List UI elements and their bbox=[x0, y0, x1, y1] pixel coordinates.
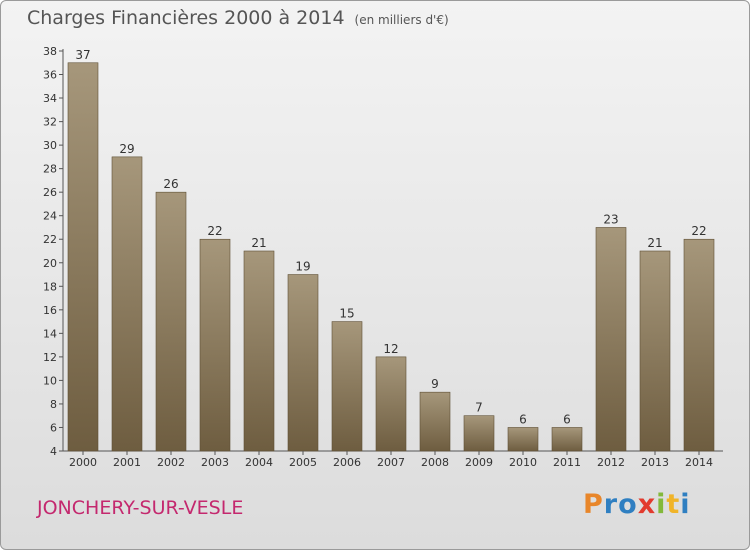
bar bbox=[67, 62, 99, 452]
bar-value-label: 15 bbox=[339, 307, 354, 321]
y-tick-label: 28 bbox=[43, 163, 57, 176]
bar bbox=[375, 356, 407, 452]
x-tick-label: 2004 bbox=[245, 456, 273, 469]
logo-letter: x bbox=[637, 489, 657, 520]
y-tick-label: 16 bbox=[43, 304, 57, 317]
logo-letter: o bbox=[618, 489, 638, 520]
bar-value-label: 21 bbox=[647, 236, 662, 250]
y-tick-label: 36 bbox=[43, 69, 57, 82]
bar bbox=[551, 427, 583, 452]
y-tick-label: 4 bbox=[50, 445, 57, 458]
bar-value-label: 23 bbox=[603, 212, 618, 226]
y-tick-label: 34 bbox=[43, 92, 57, 105]
bar-value-label: 22 bbox=[207, 224, 222, 238]
bar-value-label: 21 bbox=[251, 236, 266, 250]
bar-value-label: 9 bbox=[431, 377, 439, 391]
x-tick-label: 2011 bbox=[553, 456, 581, 469]
y-tick-label: 14 bbox=[43, 327, 57, 340]
logo-letter: t bbox=[666, 489, 681, 520]
bar bbox=[287, 274, 319, 452]
y-tick-label: 10 bbox=[43, 374, 57, 387]
bar-value-label: 7 bbox=[475, 401, 483, 415]
y-tick-label: 8 bbox=[50, 398, 57, 411]
logo-letter: i bbox=[656, 489, 667, 520]
bar bbox=[243, 250, 275, 452]
x-tick-label: 2012 bbox=[597, 456, 625, 469]
bar bbox=[199, 238, 231, 452]
x-tick-label: 2003 bbox=[201, 456, 229, 469]
proxiti-logo: Proxiti bbox=[583, 489, 691, 520]
x-tick-label: 2010 bbox=[509, 456, 537, 469]
x-tick-label: 2000 bbox=[69, 456, 97, 469]
bar-value-label: 26 bbox=[163, 177, 178, 191]
chart-title-text: Charges Financières 2000 à 2014 bbox=[27, 7, 345, 29]
x-tick-label: 2009 bbox=[465, 456, 493, 469]
x-tick-label: 2013 bbox=[641, 456, 669, 469]
bar bbox=[155, 191, 187, 452]
y-tick-label: 30 bbox=[43, 139, 57, 152]
x-tick-label: 2001 bbox=[113, 456, 141, 469]
y-tick-label: 22 bbox=[43, 233, 57, 246]
bar-value-label: 6 bbox=[563, 412, 571, 426]
y-tick-label: 12 bbox=[43, 351, 57, 364]
y-tick-label: 6 bbox=[50, 421, 57, 434]
bar bbox=[111, 156, 143, 452]
logo-letter: i bbox=[680, 489, 691, 520]
x-tick-label: 2007 bbox=[377, 456, 405, 469]
bar-value-label: 29 bbox=[119, 142, 134, 156]
bar bbox=[419, 391, 451, 452]
bar-value-label: 19 bbox=[295, 260, 310, 274]
bar-value-label: 37 bbox=[75, 48, 90, 62]
bar bbox=[595, 227, 627, 452]
x-tick-label: 2005 bbox=[289, 456, 317, 469]
y-tick-label: 32 bbox=[43, 116, 57, 129]
logo-letter: P bbox=[583, 489, 604, 520]
bar bbox=[331, 321, 363, 452]
y-tick-label: 20 bbox=[43, 257, 57, 270]
bar-value-label: 12 bbox=[383, 342, 398, 356]
x-tick-label: 2006 bbox=[333, 456, 361, 469]
bar bbox=[463, 415, 495, 452]
bar-value-label: 6 bbox=[519, 412, 527, 426]
chart-subtitle: (en milliers d'€) bbox=[354, 13, 449, 27]
x-tick-label: 2002 bbox=[157, 456, 185, 469]
logo-letter: r bbox=[603, 489, 619, 520]
chart-title: Charges Financières 2000 à 2014 (en milli… bbox=[27, 7, 449, 29]
y-tick-label: 24 bbox=[43, 210, 57, 223]
x-tick-label: 2008 bbox=[421, 456, 449, 469]
y-tick-label: 18 bbox=[43, 280, 57, 293]
bar bbox=[507, 427, 539, 452]
x-tick-label: 2014 bbox=[685, 456, 713, 469]
commune-name: JONCHERY-SUR-VESLE bbox=[37, 497, 244, 519]
y-tick-label: 38 bbox=[43, 45, 57, 58]
bar bbox=[683, 238, 715, 452]
bar-value-label: 22 bbox=[691, 224, 706, 238]
y-tick-label: 26 bbox=[43, 186, 57, 199]
bar bbox=[639, 250, 671, 452]
